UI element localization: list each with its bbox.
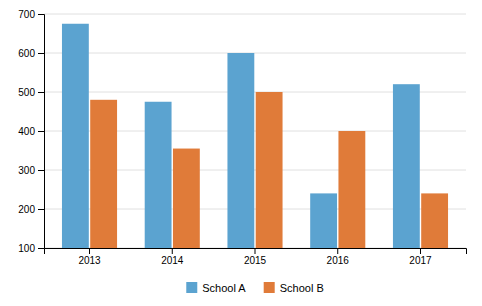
tick: 600 [18,48,44,59]
bar [310,193,337,248]
tick-label: 200 [18,204,35,215]
bar [338,131,365,248]
plot: 1002003004005006007002013201420152016201… [18,9,466,287]
tick: 2014 [161,248,184,266]
tick-mark [38,53,44,54]
tick-mark [89,248,90,254]
tick-mark [38,170,44,171]
bars [62,24,448,248]
legend-label: School B [280,282,324,294]
legend-item: School B [264,282,324,294]
tick-label: 2014 [161,255,184,266]
series [90,92,448,248]
tick-label: 600 [18,48,35,59]
tick-label: 2013 [78,255,101,266]
bar [393,84,420,248]
bar [256,92,283,248]
tick-mark [38,131,44,132]
y-axis: 100 200 300 400 500 600 700 [18,9,44,254]
bar [421,193,448,248]
tick: 300 [18,165,44,176]
legend-item: School A [186,282,246,294]
grid-line [44,53,466,54]
tick-label: 300 [18,165,35,176]
tick-label: 2017 [409,255,432,266]
tick: 500 [18,87,44,98]
tick: 700 [18,9,44,20]
series [62,24,420,248]
tick-mark [255,248,256,254]
bar [227,53,254,248]
bar [62,24,89,248]
chart: 1002003004005006007002013201420152016201… [0,0,482,306]
tick-label: 400 [18,126,35,137]
bar [173,149,200,248]
tick: 400 [18,126,44,137]
legend: School A School B [186,282,323,294]
legend-swatch [264,282,275,293]
tick-mark [38,92,44,93]
tick: 100 [18,243,44,254]
tick: 2013 [78,248,101,266]
axis-domain [38,15,45,249]
tick-label: 700 [18,9,35,20]
x-axis: 2013 2014 2015 2016 2017 [45,248,467,266]
tick-mark [38,209,44,210]
tick: 200 [18,204,44,215]
legend-label: School A [202,282,246,294]
tick-label: 100 [18,243,35,254]
tick-mark [38,248,44,249]
tick-label: 500 [18,87,35,98]
grid-line [44,14,466,15]
tick-mark [420,248,421,254]
bar [90,100,117,248]
tick-mark [172,248,173,254]
tick: 2015 [244,248,267,266]
bar [145,102,172,248]
tick-label: 2016 [327,255,350,266]
tick-label: 2015 [244,255,267,266]
legend-swatch [186,282,197,293]
tick: 2016 [327,248,350,266]
axis-domain [45,249,467,255]
tick: 2017 [409,248,432,266]
tick-mark [337,248,338,254]
tick-mark [38,14,44,15]
